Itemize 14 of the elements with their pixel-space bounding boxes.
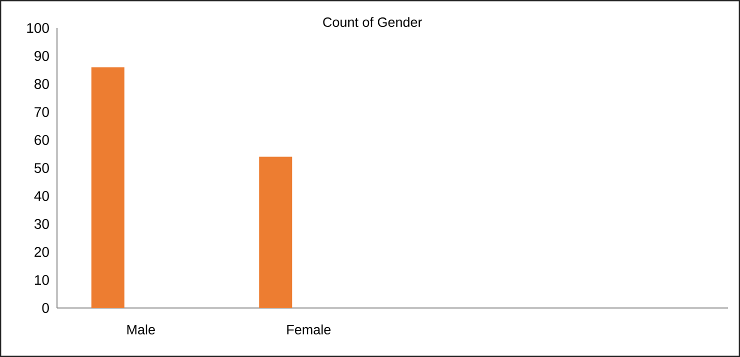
y-tick-label: 60 [34,135,49,145]
y-tick-label: 10 [34,275,49,285]
y-tick-label: 80 [34,79,49,89]
y-tick-label: 70 [34,107,49,117]
x-tick-label: Male [127,324,155,334]
y-tick-label: 20 [34,247,49,257]
y-tick-label: 90 [34,51,49,61]
y-tick-label: 100 [27,23,49,33]
y-tick-label: 30 [34,219,49,229]
y-tick-label: 0 [42,303,49,313]
y-tick-label: 40 [34,191,49,201]
x-tick-label: Female [287,324,331,334]
y-tick-label: 50 [34,163,49,173]
chart-title: Count of Gender [323,17,422,27]
